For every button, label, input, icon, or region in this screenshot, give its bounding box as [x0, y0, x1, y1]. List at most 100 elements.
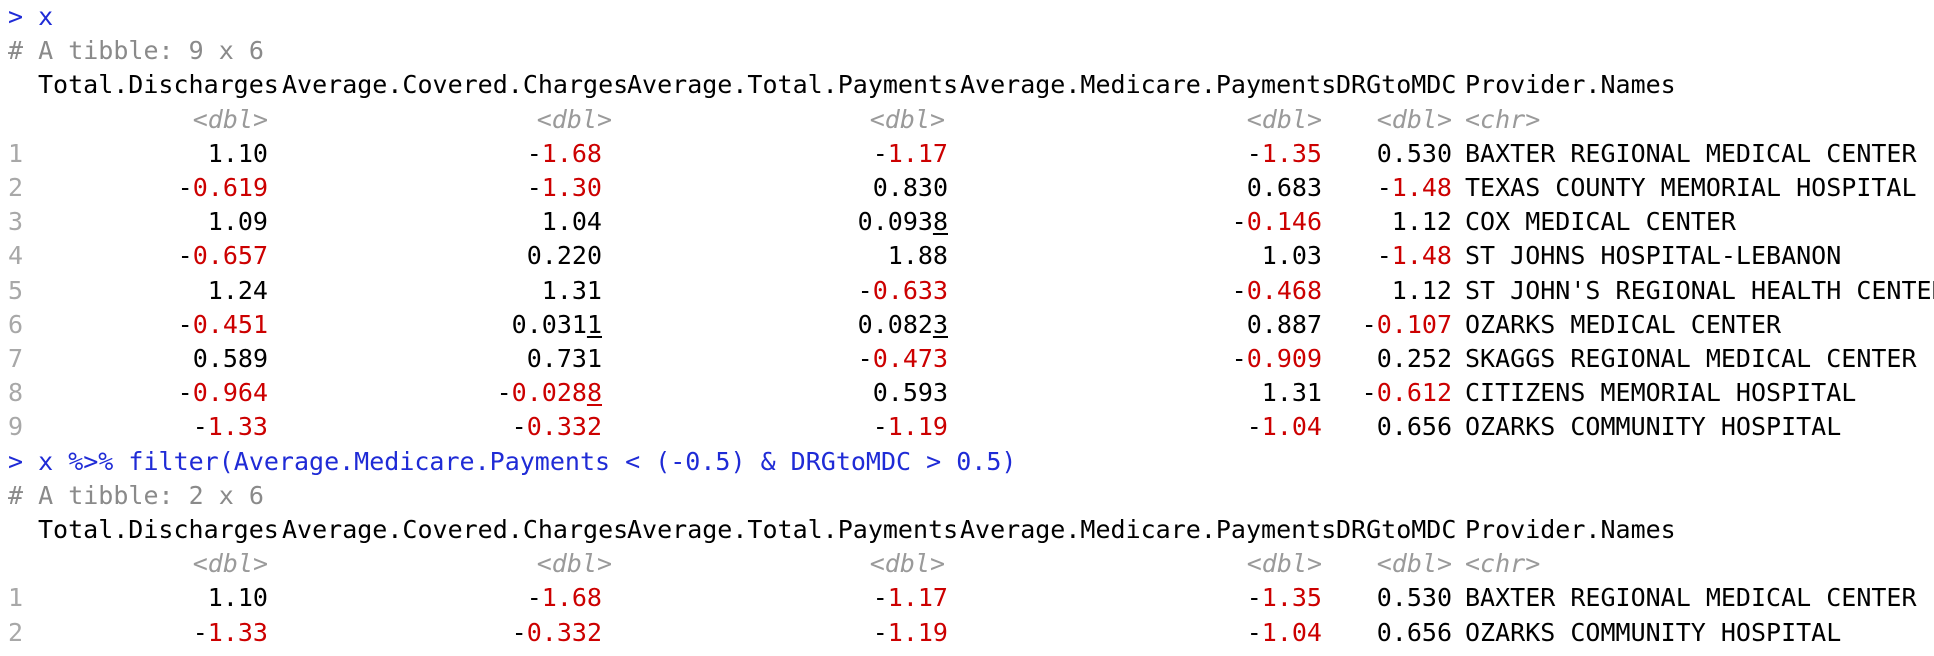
tibble-dimensions-comment: # A tibble: 9 x 6 [8, 36, 264, 65]
cell-provider-names: TEXAS COUNTY MEMORIAL HOSPITAL [1465, 173, 1917, 202]
column-header-average-covered-charges: Average.Covered.Charges [282, 515, 629, 544]
cell-average-covered-charges: 1.04 [541, 207, 602, 236]
cell-average-medicare-payments: -0.468 [1231, 276, 1322, 305]
row-number: 2 [8, 618, 24, 647]
column-type-total-discharges: <dbl> [192, 105, 268, 134]
cell-average-total-payments: 0.0823 [857, 310, 948, 339]
cell-provider-names: COX MEDICAL CENTER [1465, 207, 1736, 236]
cell-average-total-payments: -0.633 [857, 276, 948, 305]
column-type-average-total-payments: <dbl> [869, 105, 945, 134]
cell-average-medicare-payments: 0.683 [1246, 173, 1322, 202]
cell-total-discharges: 1.10 [207, 139, 268, 168]
column-header-average-total-payments: Average.Total.Payments [627, 515, 959, 544]
column-type-average-covered-charges: <dbl> [536, 105, 612, 134]
row-number: 8 [8, 378, 24, 407]
cell-average-total-payments: 1.88 [887, 241, 948, 270]
cell-average-total-payments: -1.17 [872, 139, 948, 168]
cell-average-total-payments: -1.19 [872, 412, 948, 441]
row-number: 7 [8, 344, 24, 373]
column-type-total-discharges: <dbl> [192, 549, 268, 578]
row-number: 2 [8, 173, 24, 202]
cell-average-covered-charges: 0.220 [526, 241, 602, 270]
cell-provider-names: CITIZENS MEMORIAL HOSPITAL [1465, 378, 1857, 407]
cell-average-total-payments: 0.593 [872, 378, 948, 407]
cell-average-covered-charges: -1.68 [526, 139, 602, 168]
row-number: 3 [8, 207, 24, 236]
cell-provider-names: SKAGGS REGIONAL MEDICAL CENTER [1465, 344, 1917, 373]
cell-provider-names: OZARKS MEDICAL CENTER [1465, 310, 1782, 339]
column-header-total-discharges: Total.Discharges [38, 70, 279, 99]
cell-average-covered-charges: -0.0288 [496, 378, 602, 407]
cell-average-total-payments: 0.830 [872, 173, 948, 202]
cell-average-covered-charges: 0.0311 [511, 310, 602, 339]
column-type-drg-to-mdc: <dbl> [1376, 105, 1452, 134]
cell-total-discharges: 1.09 [207, 207, 268, 236]
cell-total-discharges: -0.451 [177, 310, 268, 339]
cell-total-discharges: -1.33 [192, 412, 268, 441]
cell-drg-to-mdc: -1.48 [1376, 173, 1452, 202]
cell-total-discharges: 1.10 [207, 583, 268, 612]
cell-provider-names: BAXTER REGIONAL MEDICAL CENTER [1465, 583, 1917, 612]
column-header-average-medicare-payments: Average.Medicare.Payments [960, 515, 1337, 544]
column-header-average-medicare-payments: Average.Medicare.Payments [960, 70, 1337, 99]
cell-total-discharges: 0.589 [192, 344, 268, 373]
cell-provider-names: BAXTER REGIONAL MEDICAL CENTER [1465, 139, 1917, 168]
column-type-drg-to-mdc: <dbl> [1376, 549, 1452, 578]
cell-average-medicare-payments: -1.04 [1246, 618, 1322, 647]
cell-average-medicare-payments: -1.04 [1246, 412, 1322, 441]
cell-average-total-payments: 0.0938 [857, 207, 948, 236]
column-header-provider-names: Provider.Names [1465, 515, 1676, 544]
cell-average-covered-charges: 0.731 [526, 344, 602, 373]
console-command-line[interactable]: > x %>% filter(Average.Medicare.Payments… [8, 447, 1017, 476]
cell-average-medicare-payments: 1.03 [1261, 241, 1322, 270]
cell-provider-names: ST JOHNS HOSPITAL-LEBANON [1465, 241, 1842, 270]
cell-drg-to-mdc: 1.12 [1391, 207, 1452, 236]
console-command-line[interactable]: > x [8, 2, 54, 31]
cell-drg-to-mdc: -0.107 [1361, 310, 1452, 339]
row-number: 6 [8, 310, 24, 339]
cell-drg-to-mdc: 0.530 [1376, 139, 1452, 168]
cell-drg-to-mdc: -0.612 [1361, 378, 1452, 407]
column-header-average-total-payments: Average.Total.Payments [627, 70, 959, 99]
cell-average-total-payments: -0.473 [857, 344, 948, 373]
cell-average-covered-charges: -1.30 [526, 173, 602, 202]
cell-drg-to-mdc: 1.12 [1391, 276, 1452, 305]
row-number: 4 [8, 241, 24, 270]
column-header-average-covered-charges: Average.Covered.Charges [282, 70, 629, 99]
column-type-provider-names: <chr> [1465, 105, 1541, 134]
cell-average-medicare-payments: -0.909 [1231, 344, 1322, 373]
row-number: 9 [8, 412, 24, 441]
column-type-average-total-payments: <dbl> [869, 549, 945, 578]
column-type-provider-names: <chr> [1465, 549, 1541, 578]
cell-average-covered-charges: 1.31 [541, 276, 602, 305]
cell-average-medicare-payments: -1.35 [1246, 139, 1322, 168]
cell-average-medicare-payments: 0.887 [1246, 310, 1322, 339]
column-header-drg-to-mdc: DRGtoMDC [1336, 70, 1457, 99]
cell-average-covered-charges: -0.332 [511, 412, 602, 441]
cell-average-total-payments: -1.17 [872, 583, 948, 612]
column-header-total-discharges: Total.Discharges [38, 515, 279, 544]
cell-total-discharges: -1.33 [192, 618, 268, 647]
row-number: 1 [8, 139, 24, 168]
cell-provider-names: OZARKS COMMUNITY HOSPITAL [1465, 618, 1842, 647]
cell-average-covered-charges: -0.332 [511, 618, 602, 647]
cell-average-covered-charges: -1.68 [526, 583, 602, 612]
cell-total-discharges: 1.24 [207, 276, 268, 305]
cell-total-discharges: -0.964 [177, 378, 268, 407]
cell-drg-to-mdc: 0.252 [1376, 344, 1452, 373]
tibble-dimensions-comment: # A tibble: 2 x 6 [8, 481, 264, 510]
cell-average-medicare-payments: -1.35 [1246, 583, 1322, 612]
column-type-average-covered-charges: <dbl> [536, 549, 612, 578]
column-header-drg-to-mdc: DRGtoMDC [1336, 515, 1457, 544]
cell-provider-names: OZARKS COMMUNITY HOSPITAL [1465, 412, 1842, 441]
cell-average-total-payments: -1.19 [872, 618, 948, 647]
cell-total-discharges: -0.619 [177, 173, 268, 202]
cell-drg-to-mdc: 0.656 [1376, 412, 1452, 441]
column-header-provider-names: Provider.Names [1465, 70, 1676, 99]
column-type-average-medicare-payments: <dbl> [1246, 105, 1322, 134]
cell-average-medicare-payments: -0.146 [1231, 207, 1322, 236]
row-number: 1 [8, 583, 24, 612]
cell-average-medicare-payments: 1.31 [1261, 378, 1322, 407]
row-number: 5 [8, 276, 24, 305]
